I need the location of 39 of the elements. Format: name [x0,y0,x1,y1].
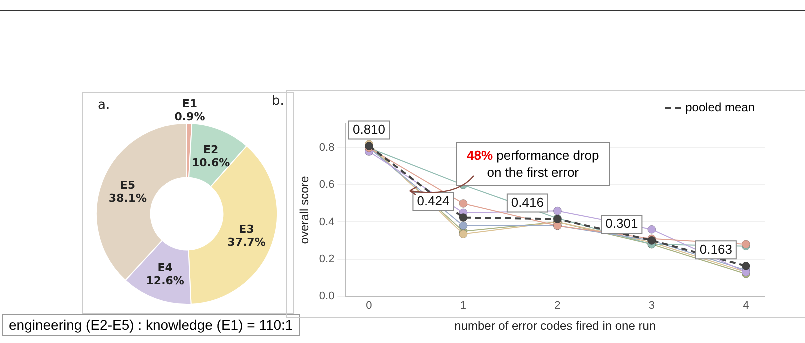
data-label: 0.9% [174,110,206,124]
point [459,222,468,230]
text: b. [272,94,284,109]
slice-label: E3 [239,223,254,236]
data-label: 10.6% [192,156,230,170]
data-label: 0.416 [511,194,544,210]
point [553,206,562,216]
data-label: 0.810 [352,122,386,137]
point [742,262,750,270]
data-label: 38.1% [108,192,148,205]
slice-label: E1 [182,98,198,111]
point [648,225,656,234]
x-tick-label: 0 [366,300,372,312]
data-label: 0.424 [417,193,450,208]
text: a. [98,98,110,113]
x-tick-label: 2 [554,300,561,312]
y-tick-label: 0.4 [319,216,335,228]
y-tick-label: 0.2 [319,253,335,266]
y-tick-label: 0.6 [319,179,335,192]
y-tick-label: 0.0 [319,290,335,302]
data-label: 0.301 [606,216,638,232]
point [459,230,468,239]
text: engineering (E2-E5) : knowledge (E1) = 110:1 [2,314,300,336]
slice-label: E5 [120,178,136,192]
legend-label: pooled mean [686,100,756,114]
data-label: 37.7% [228,236,266,250]
y-tick-label: 0.8 [319,142,335,154]
slice-label: E2 [203,143,219,156]
point [459,214,468,222]
data-label: 0.163 [700,242,732,257]
annotation: 48% performance drop on the first error [456,142,610,186]
data-label: 12.6% [146,274,184,288]
point [459,199,468,208]
x-tick-label: 3 [648,300,655,312]
x-tick-label: 1 [460,300,467,312]
x-axis-title: number of error codes fired in one run [454,319,656,334]
y-axis-title: overall score [298,176,312,244]
x-tick-label: 4 [743,300,750,312]
slice-label: E4 [158,262,174,275]
